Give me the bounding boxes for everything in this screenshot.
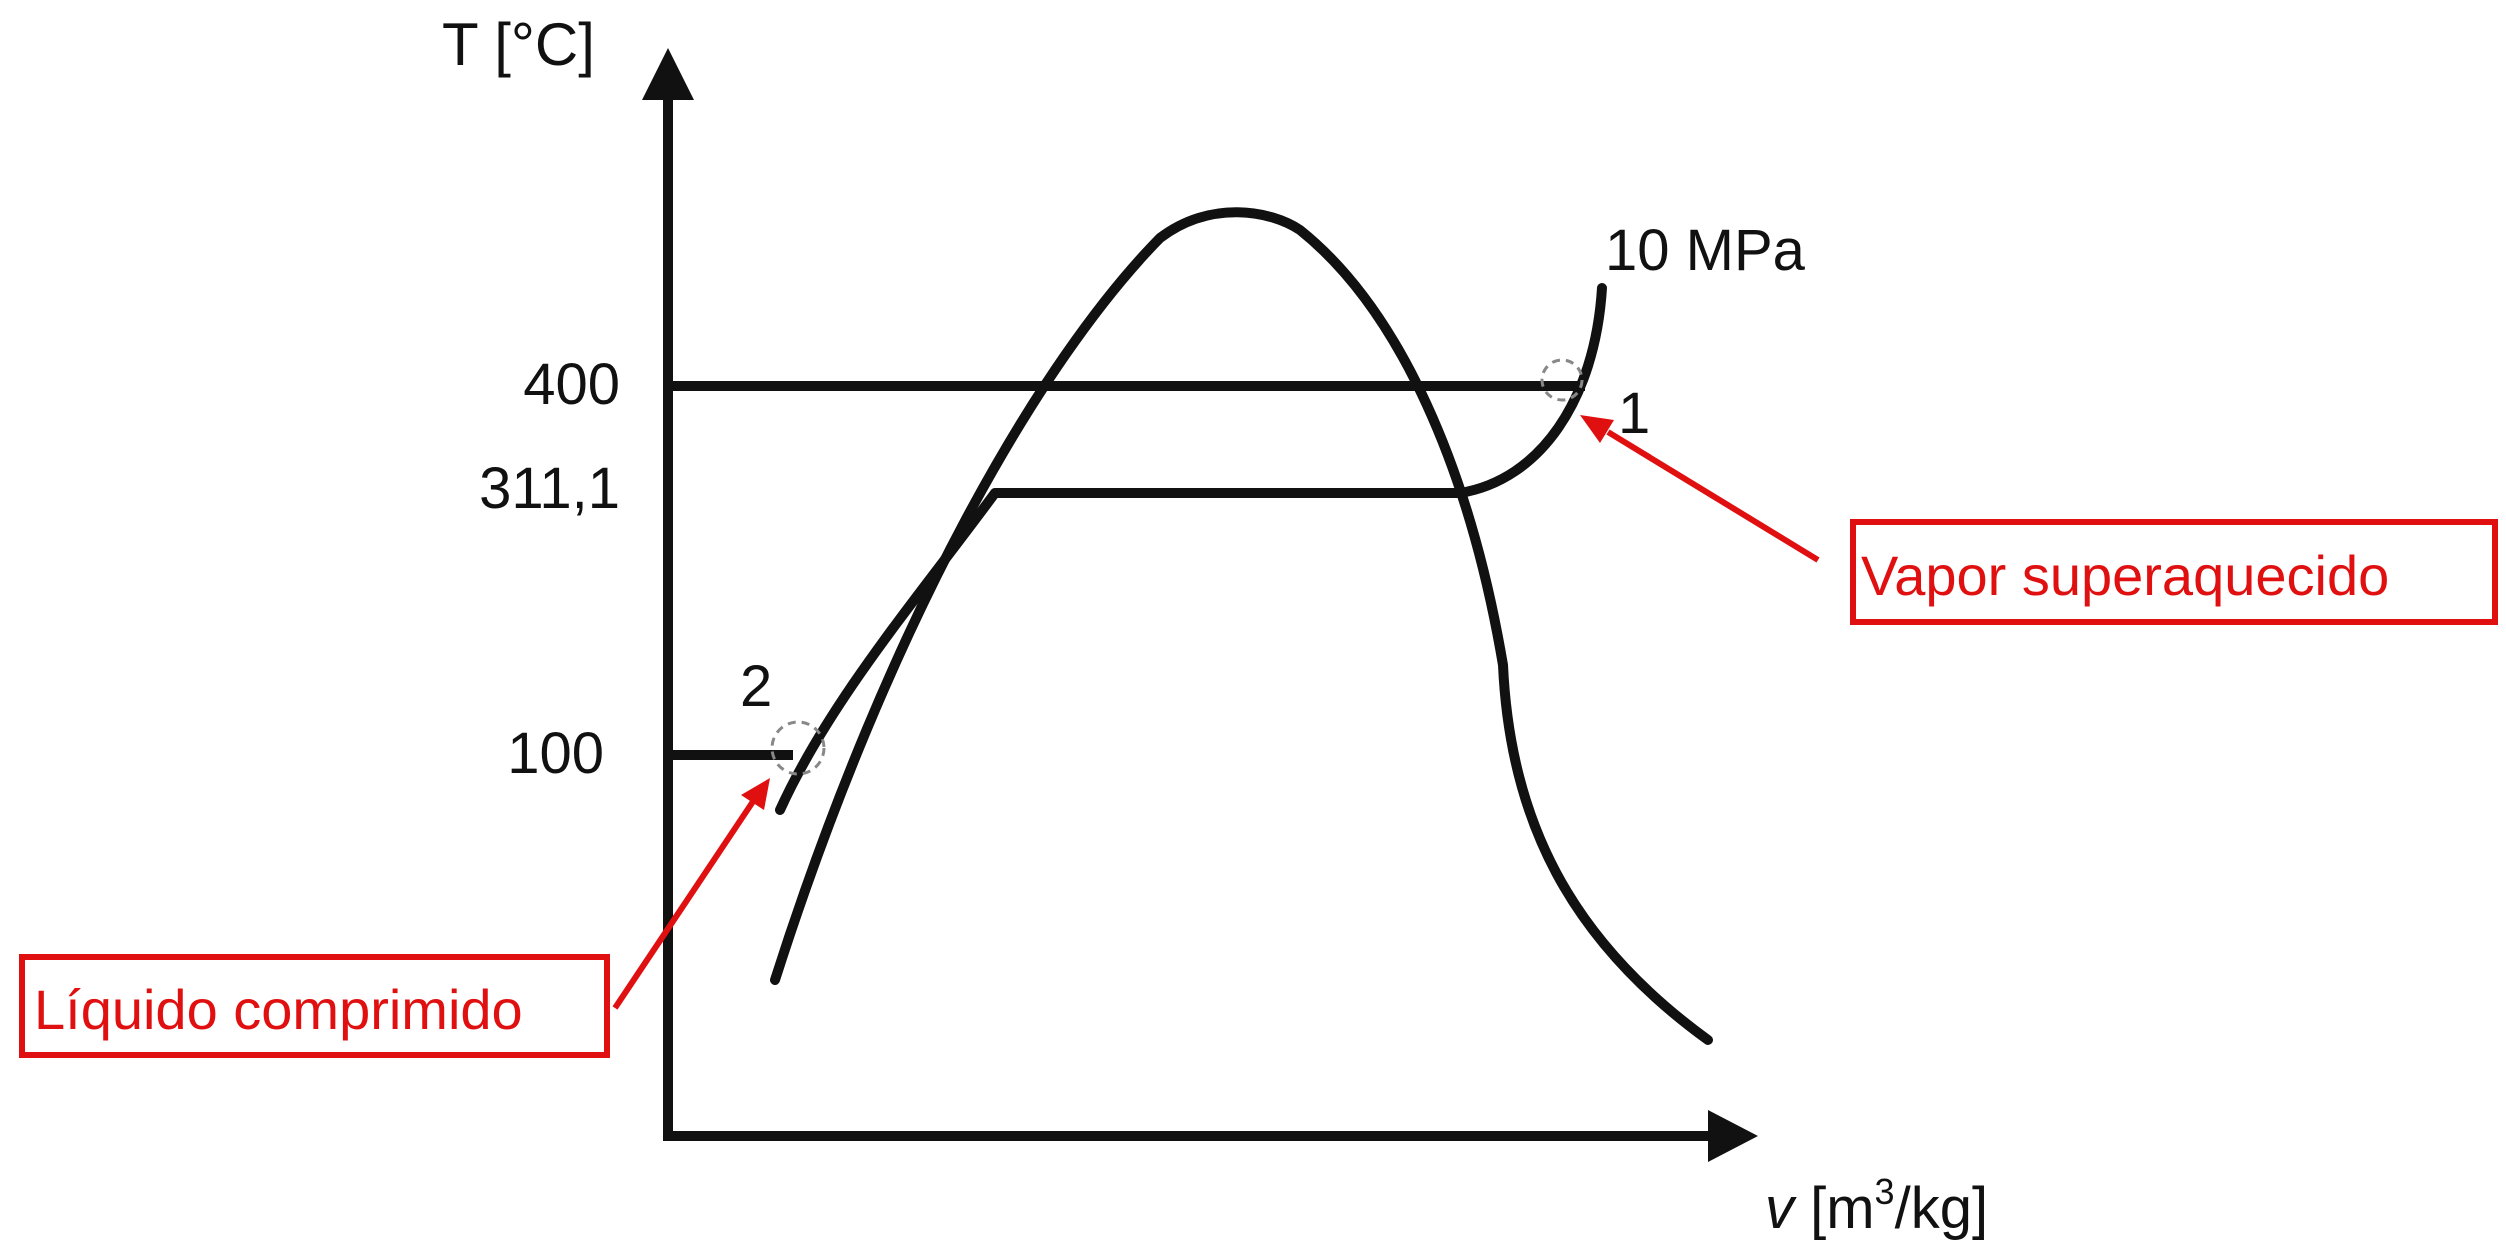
saturation-dome xyxy=(770,207,1713,1045)
state-2-label: 2 xyxy=(740,654,772,719)
tick-400: 400 xyxy=(523,352,620,417)
x-axis-unit-exponent: 3 xyxy=(1875,1171,1895,1212)
superheated-box xyxy=(1850,519,2498,625)
superheated-annotation: Vapor superaquecido xyxy=(1580,415,2498,625)
x-axis-label: v [m3/kg] xyxy=(1765,1171,1988,1241)
y-axis-label: T [°C] xyxy=(442,11,595,78)
superheated-text: Vapor superaquecido xyxy=(1861,544,2389,607)
x-axis-variable: v xyxy=(1765,1176,1797,1241)
compressed-arrow-line xyxy=(612,798,757,1010)
compressed-annotation: Líquido comprimido xyxy=(19,778,770,1058)
superheated-arrow-head xyxy=(1580,415,1614,443)
tick-100: 100 xyxy=(507,721,604,786)
x-axis-unit-prefix: [m xyxy=(1794,1176,1875,1241)
tick-311-1: 311,1 xyxy=(479,456,620,521)
axes xyxy=(642,48,1758,1162)
superheated-arrow-line xyxy=(1606,429,1820,563)
compressed-text: Líquido comprimido xyxy=(34,978,523,1041)
x-axis-unit-suffix: /kg] xyxy=(1895,1176,1989,1241)
state-1-label: 1 xyxy=(1618,381,1650,446)
x-axis-arrow xyxy=(1708,1110,1758,1162)
compressed-box xyxy=(19,954,610,1058)
isobar-label: 10 MPa xyxy=(1605,218,1806,283)
y-axis-arrow xyxy=(642,48,694,100)
state-2-marker xyxy=(770,720,826,776)
compressed-arrow-head xyxy=(741,778,770,810)
state-1-marker xyxy=(1540,358,1584,402)
